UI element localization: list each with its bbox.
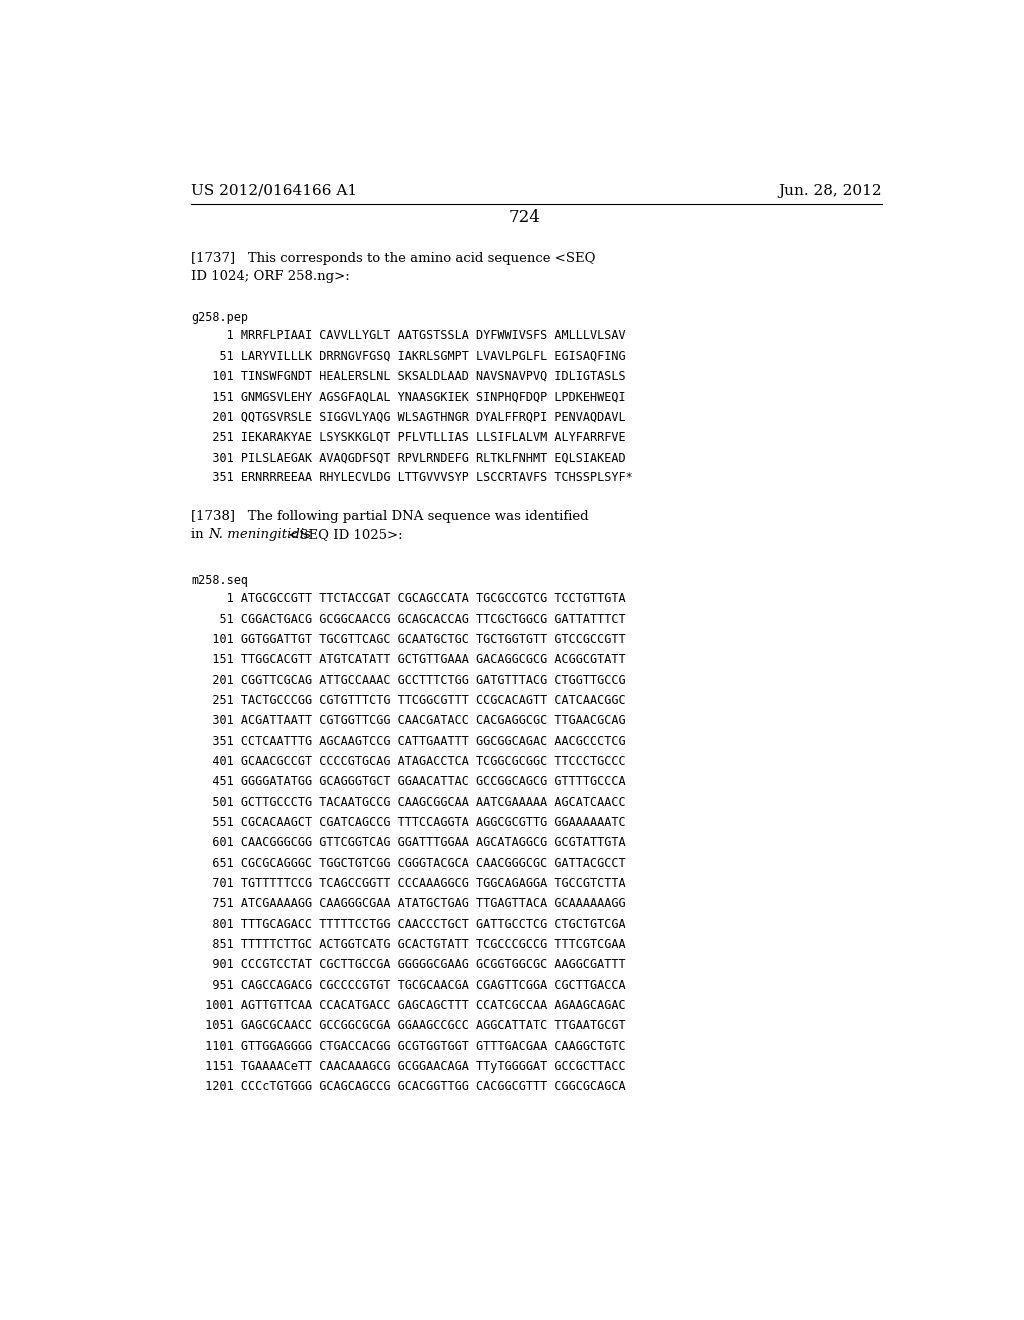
Text: Jun. 28, 2012: Jun. 28, 2012 xyxy=(778,183,882,198)
Text: 151 GNMGSVLEHY AGSGFAQLAL YNAASGKIEK SINPHQFDQP LPDKEHWEQI: 151 GNMGSVLEHY AGSGFAQLAL YNAASGKIEK SIN… xyxy=(191,391,626,403)
Text: 1201 CCCcTGTGGG GCAGCAGCCG GCACGGTTGG CACGGCGTTT CGGCGCAGCA: 1201 CCCcTGTGGG GCAGCAGCCG GCACGGTTGG CA… xyxy=(191,1080,626,1093)
Text: g258.pep: g258.pep xyxy=(191,312,249,323)
Text: <SEQ ID 1025>:: <SEQ ID 1025>: xyxy=(285,528,403,541)
Text: 601 CAACGGGCGG GTTCGGTCAG GGATTTGGAA AGCATAGGCG GCGTATTGTA: 601 CAACGGGCGG GTTCGGTCAG GGATTTGGAA AGC… xyxy=(191,837,626,849)
Text: 51 CGGACTGACG GCGGCAACCG GCAGCACCAG TTCGCTGGCG GATTATTTCT: 51 CGGACTGACG GCGGCAACCG GCAGCACCAG TTCG… xyxy=(191,612,626,626)
Text: [1737]   This corresponds to the amino acid sequence <SEQ: [1737] This corresponds to the amino aci… xyxy=(191,252,596,265)
Text: 701 TGTTTTTCCG TCAGCCGGTT CCCAAAGGCG TGGCAGAGGA TGCCGTCTTA: 701 TGTTTTTCCG TCAGCCGGTT CCCAAAGGCG TGG… xyxy=(191,876,626,890)
Text: 101 GGTGGATTGT TGCGTTCAGC GCAATGCTGC TGCTGGTGTT GTCCGCCGTT: 101 GGTGGATTGT TGCGTTCAGC GCAATGCTGC TGC… xyxy=(191,634,626,645)
Text: ID 1024; ORF 258.ng>:: ID 1024; ORF 258.ng>: xyxy=(191,271,350,284)
Text: m258.seq: m258.seq xyxy=(191,574,249,587)
Text: 1001 AGTTGTTCAA CCACATGACC GAGCAGCTTT CCATCGCCAA AGAAGCAGAC: 1001 AGTTGTTCAA CCACATGACC GAGCAGCTTT CC… xyxy=(191,999,626,1012)
Text: 451 GGGGATATGG GCAGGGTGCT GGAACATTAC GCCGGCAGCG GTTTTGCCCA: 451 GGGGATATGG GCAGGGTGCT GGAACATTAC GCC… xyxy=(191,775,626,788)
Text: 151 TTGGCACGTT ATGTCATATT GCTGTTGAAA GACAGGCGCG ACGGCGTATT: 151 TTGGCACGTT ATGTCATATT GCTGTTGAAA GAC… xyxy=(191,653,626,667)
Text: 101 TINSWFGNDT HEALERSLNL SKSALDLAAD NAVSNAVPVQ IDLIGTASLS: 101 TINSWFGNDT HEALERSLNL SKSALDLAAD NAV… xyxy=(191,370,626,383)
Text: 1051 GAGCGCAACC GCCGGCGCGA GGAAGCCGCC AGGCATTATC TTGAATGCGT: 1051 GAGCGCAACC GCCGGCGCGA GGAAGCCGCC AG… xyxy=(191,1019,626,1032)
Text: 501 GCTTGCCCTG TACAATGCCG CAAGCGGCAA AATCGAAAAA AGCATCAACC: 501 GCTTGCCCTG TACAATGCCG CAAGCGGCAA AAT… xyxy=(191,796,626,809)
Text: [1738]   The following partial DNA sequence was identified: [1738] The following partial DNA sequenc… xyxy=(191,510,589,523)
Text: 351 ERNRRREEAA RHYLECVLDG LTTGVVVSYP LSCCRTAVFS TCHSSPLSYF*: 351 ERNRRREEAA RHYLECVLDG LTTGVVVSYP LSC… xyxy=(191,471,633,484)
Text: 301 ACGATTAATT CGTGGTTCGG CAACGATACC CACGAGGCGC TTGAACGCAG: 301 ACGATTAATT CGTGGTTCGG CAACGATACC CAC… xyxy=(191,714,626,727)
Text: 1101 GTTGGAGGGG CTGACCACGG GCGTGGTGGT GTTTGACGAA CAAGGCTGTC: 1101 GTTGGAGGGG CTGACCACGG GCGTGGTGGT GT… xyxy=(191,1040,626,1052)
Text: 351 CCTCAATTTG AGCAAGTCCG CATTGAATTT GGCGGCAGAC AACGCCCTCG: 351 CCTCAATTTG AGCAAGTCCG CATTGAATTT GGC… xyxy=(191,735,626,747)
Text: N. meningitidis: N. meningitidis xyxy=(208,528,311,541)
Text: 724: 724 xyxy=(509,210,541,226)
Text: US 2012/0164166 A1: US 2012/0164166 A1 xyxy=(191,183,357,198)
Text: 801 TTTGCAGACC TTTTTCCTGG CAACCCTGCT GATTGCCTCG CTGCTGTCGA: 801 TTTGCAGACC TTTTTCCTGG CAACCCTGCT GAT… xyxy=(191,917,626,931)
Text: in: in xyxy=(191,528,208,541)
Text: 1151 TGAAAACeTT CAACAAAGCG GCGGAACAGA TTyTGGGGAT GCCGCTTACC: 1151 TGAAAACeTT CAACAAAGCG GCGGAACAGA TT… xyxy=(191,1060,626,1073)
Text: 1 MRRFLPIAAI CAVVLLYGLT AATGSTSSLA DYFWWIVSFS AMLLLVLSAV: 1 MRRFLPIAAI CAVVLLYGLT AATGSTSSLA DYFWW… xyxy=(191,329,626,342)
Text: 301 PILSLAEGAK AVAQGDFSQT RPVLRNDEFG RLTKLFNHMT EQLSIAKEAD: 301 PILSLAEGAK AVAQGDFSQT RPVLRNDEFG RLT… xyxy=(191,451,626,465)
Text: 1 ATGCGCCGTT TTCTACCGAT CGCAGCCATA TGCGCCGTCG TCCTGTTGTA: 1 ATGCGCCGTT TTCTACCGAT CGCAGCCATA TGCGC… xyxy=(191,593,626,606)
Text: 551 CGCACAAGCT CGATCAGCCG TTTCCAGGTA AGGCGCGTTG GGAAAAAATC: 551 CGCACAAGCT CGATCAGCCG TTTCCAGGTA AGG… xyxy=(191,816,626,829)
Text: 201 QQTGSVRSLE SIGGVLYAQG WLSAGTHNGR DYALFFRQPI PENVAQDAVL: 201 QQTGSVRSLE SIGGVLYAQG WLSAGTHNGR DYA… xyxy=(191,411,626,424)
Text: 401 GCAACGCCGT CCCCGTGCAG ATAGACCTCA TCGGCGCGGC TTCCCTGCCC: 401 GCAACGCCGT CCCCGTGCAG ATAGACCTCA TCG… xyxy=(191,755,626,768)
Text: 251 TACTGCCCGG CGTGTTTCTG TTCGGCGTTT CCGCACAGTT CATCAACGGC: 251 TACTGCCCGG CGTGTTTCTG TTCGGCGTTT CCG… xyxy=(191,694,626,708)
Text: 251 IEKARAKYAE LSYSKKGLQT PFLVTLLIAS LLSIFLALVM ALYFARRFVE: 251 IEKARAKYAE LSYSKKGLQT PFLVTLLIAS LLS… xyxy=(191,430,626,444)
Text: 51 LARYVILLLK DRRNGVFGSQ IAKRLSGMPT LVAVLPGLFL EGISAQFING: 51 LARYVILLLK DRRNGVFGSQ IAKRLSGMPT LVAV… xyxy=(191,350,626,363)
Text: 751 ATCGAAAAGG CAAGGGCGAA ATATGCTGAG TTGAGTTACA GCAAAAAAGG: 751 ATCGAAAAGG CAAGGGCGAA ATATGCTGAG TTG… xyxy=(191,898,626,911)
Text: 651 CGCGCAGGGC TGGCTGTCGG CGGGTACGCA CAACGGGCGC GATTACGCCT: 651 CGCGCAGGGC TGGCTGTCGG CGGGTACGCA CAA… xyxy=(191,857,626,870)
Text: 851 TTTTTCTTGC ACTGGTCATG GCACTGTATT TCGCCCGCCG TTTCGTCGAA: 851 TTTTTCTTGC ACTGGTCATG GCACTGTATT TCG… xyxy=(191,939,626,950)
Text: 901 CCCGTCCTAT CGCTTGCCGA GGGGGCGAAG GCGGTGGCGC AAGGCGATTT: 901 CCCGTCCTAT CGCTTGCCGA GGGGGCGAAG GCG… xyxy=(191,958,626,972)
Text: 201 CGGTTCGCAG ATTGCCAAAC GCCTTTCTGG GATGTTTACG CTGGTTGCCG: 201 CGGTTCGCAG ATTGCCAAAC GCCTTTCTGG GAT… xyxy=(191,673,626,686)
Text: 951 CAGCCAGACG CGCCCCGTGT TGCGCAACGA CGAGTTCGGA CGCTTGACCA: 951 CAGCCAGACG CGCCCCGTGT TGCGCAACGA CGA… xyxy=(191,978,626,991)
